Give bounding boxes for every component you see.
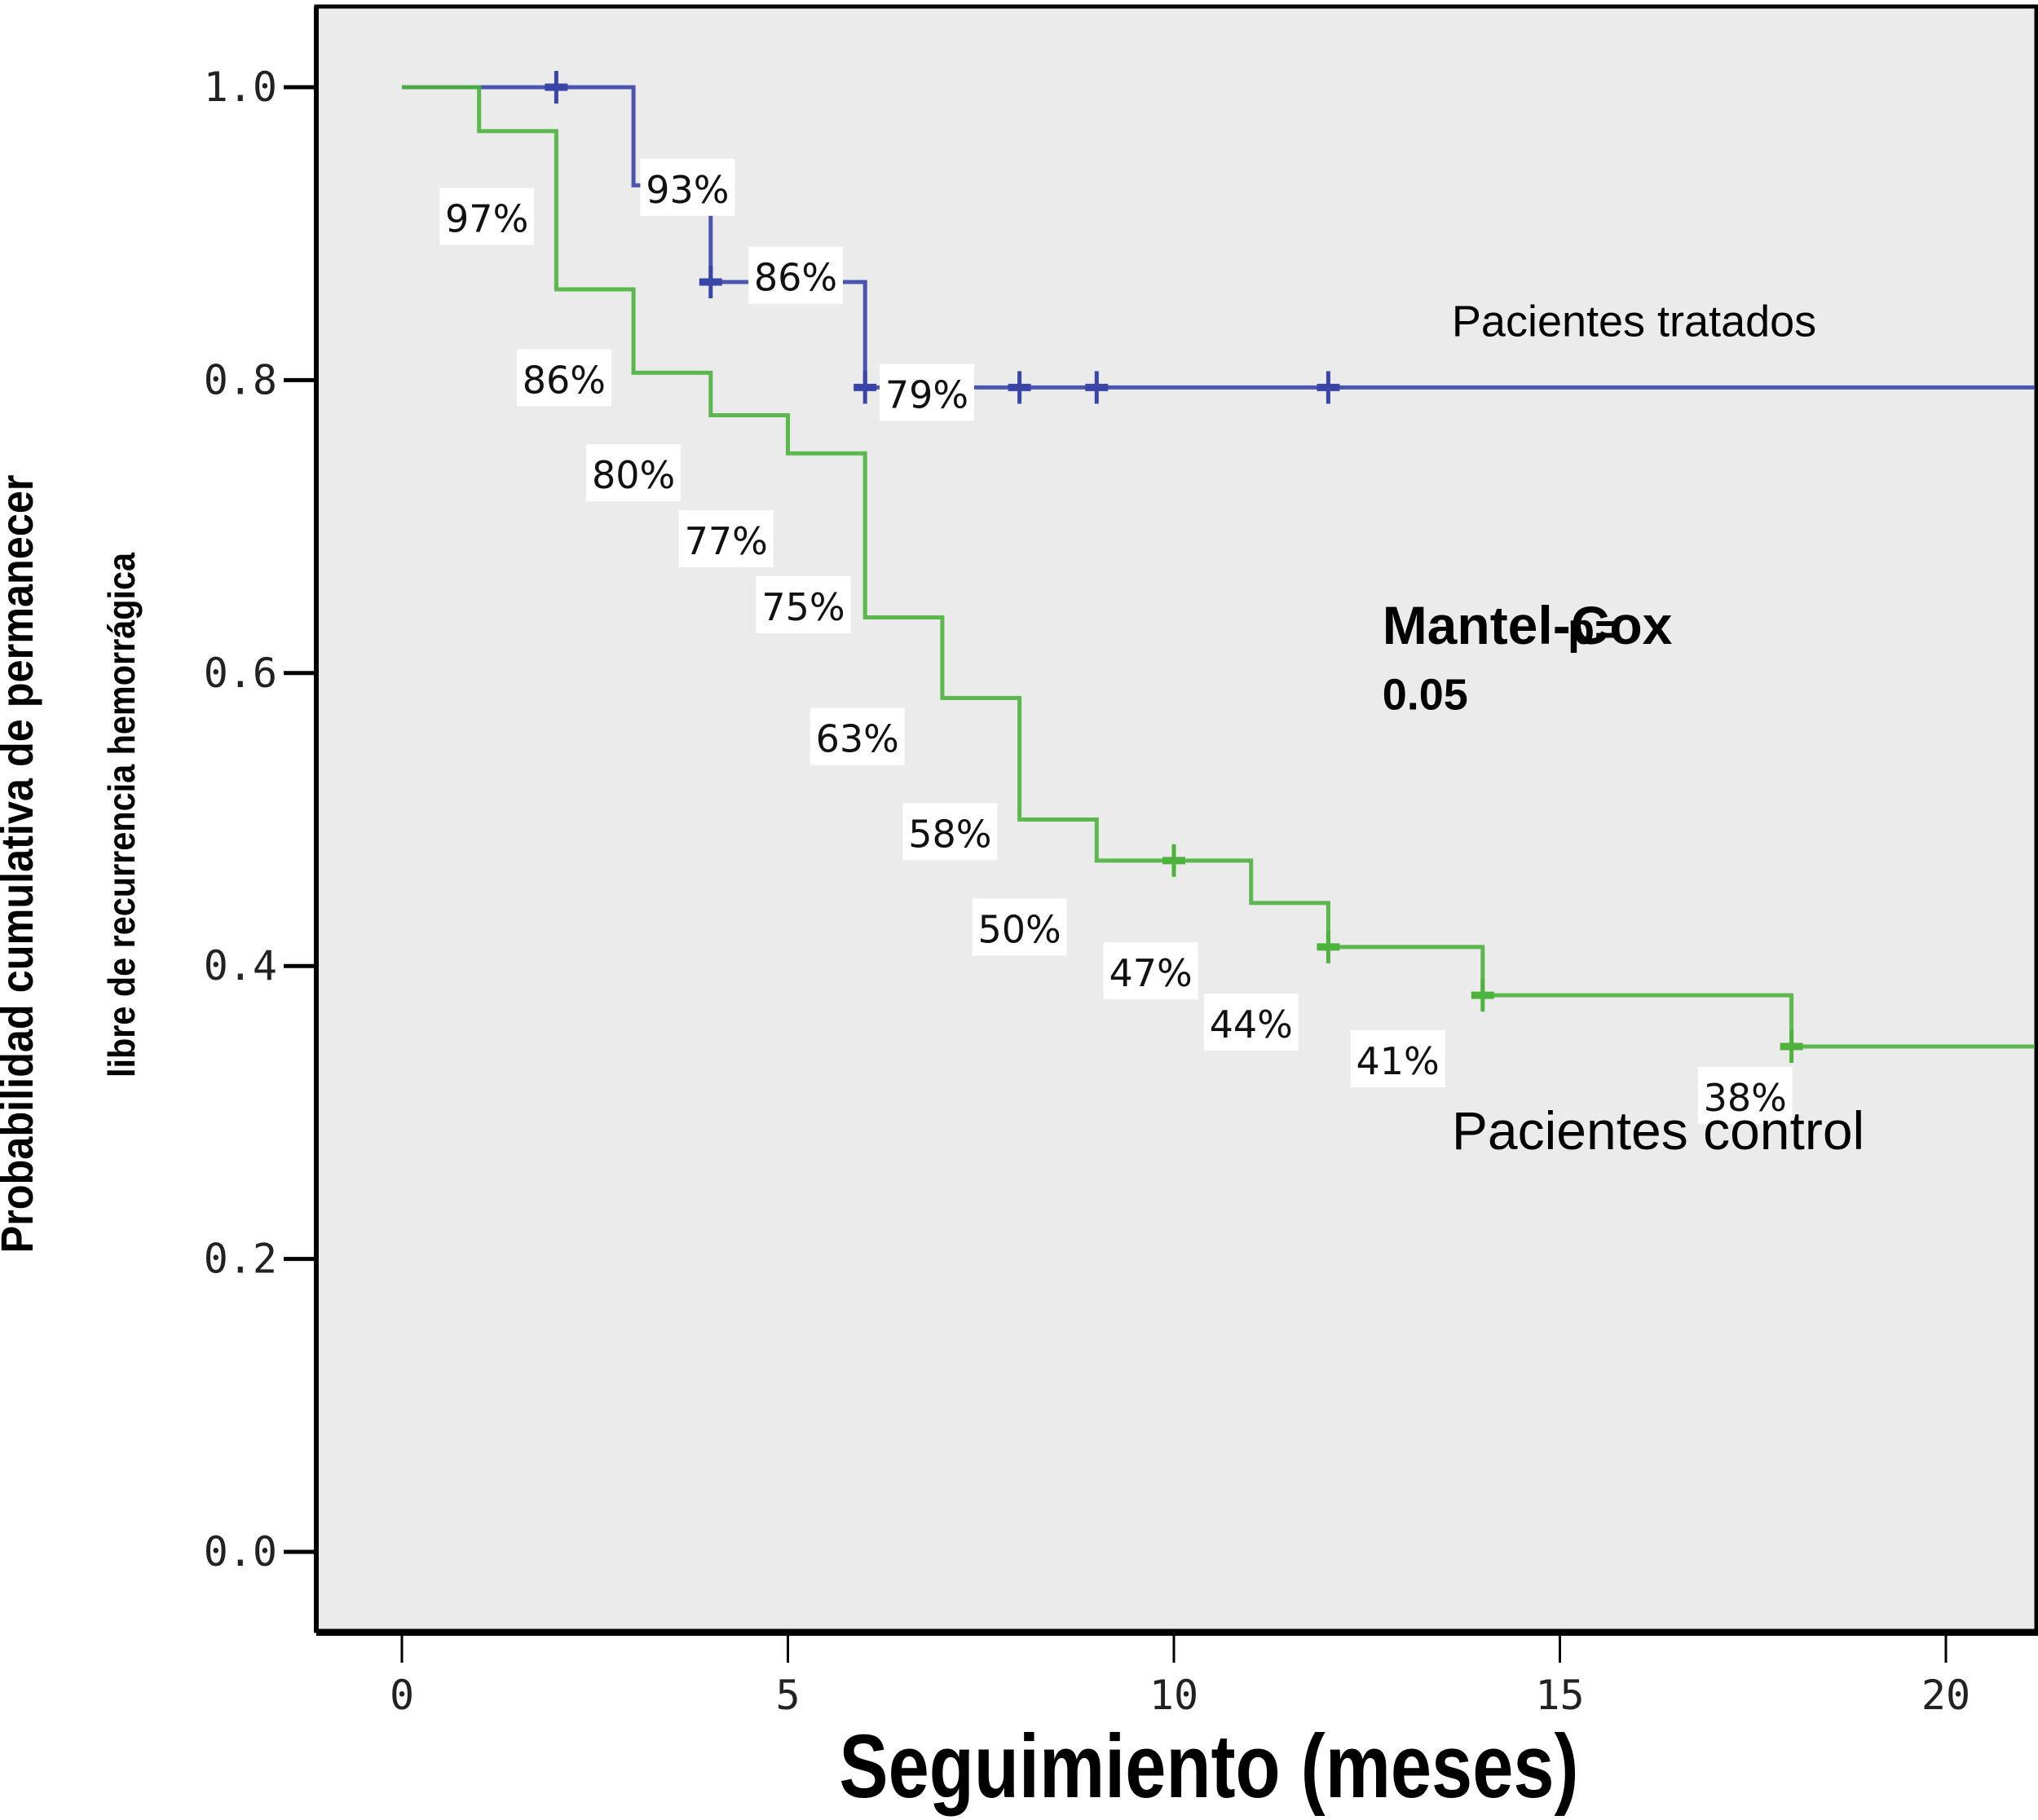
x-tick-label: 0	[390, 1672, 414, 1719]
plot-background	[314, 4, 2038, 1633]
percent-label: 80%	[592, 453, 675, 497]
percent-label: 41%	[1356, 1039, 1440, 1083]
percent-label-box	[748, 246, 843, 304]
x-tick-label: 10	[1149, 1672, 1198, 1719]
y-axis-ticks: 0.0 0.2 0.4 0.6 0.8 1.0	[204, 64, 316, 1575]
percent-label: 86%	[523, 358, 606, 402]
annotation-control: Pacientes control	[1452, 1100, 1864, 1161]
x-axis-ticks: 0 5 10 15 20	[390, 1633, 1970, 1719]
annotation-mantel-p: p=	[1568, 605, 1621, 654]
percent-label-box	[439, 187, 535, 245]
series-layer	[402, 71, 2035, 1064]
percent-label: 75%	[761, 585, 845, 629]
x-tick-label: 5	[775, 1672, 800, 1719]
y-tick-label: 0.8	[204, 356, 277, 403]
percent-label-box	[1697, 1066, 1793, 1124]
y-tick-label: 1.0	[204, 64, 277, 111]
percent-label-box	[879, 364, 974, 421]
point-labels-layer: 93% 86% 79% 97% 86% 80%77% 75% 63% 58% 50% 47% 44% 4…	[439, 158, 1793, 1124]
percent-label-box	[1203, 994, 1299, 1051]
percent-label: 38%	[1704, 1076, 1787, 1120]
percent-label: 63%	[816, 717, 899, 761]
percent-label: 50%	[977, 907, 1061, 951]
series-control	[402, 85, 2035, 1064]
percent-label: 77%	[685, 519, 768, 563]
percent-label: 93%	[646, 168, 729, 212]
percent-label-box	[516, 349, 611, 407]
percent-label: 97%	[445, 197, 528, 241]
percent-label-box	[678, 510, 774, 568]
percent-label: 79%	[885, 372, 968, 416]
y-axis-title-line2: libre de recurrencia hemorrágica	[101, 552, 143, 1077]
y-tick-label: 0.4	[204, 942, 277, 989]
percent-label-box	[756, 575, 851, 633]
x-tick-label: 15	[1535, 1672, 1584, 1719]
percent-label: 58%	[908, 812, 991, 856]
annotations-layer: Pacientes tratados Pacientes control Mante…	[1383, 297, 1865, 1160]
x-axis-title: Seguimiento (meses)	[839, 1717, 1578, 1817]
series-treated	[402, 71, 2035, 404]
percent-label: 47%	[1109, 951, 1192, 995]
annotation-treated: Pacientes tratados	[1452, 297, 1816, 346]
y-tick-label: 0.2	[204, 1236, 277, 1283]
percent-label-box	[586, 444, 682, 502]
survival-step-line	[402, 85, 2035, 390]
percent-label-box	[640, 158, 735, 216]
percent-label-box	[972, 898, 1067, 956]
percent-label: 86%	[754, 256, 837, 300]
percent-label: 44%	[1210, 1003, 1293, 1047]
x-tick-label: 20	[1921, 1672, 1970, 1719]
percent-label-box	[809, 707, 905, 765]
annotation-mantel1: Mantel-Cox	[1383, 595, 1673, 655]
y-axis-title-line1: Probabilidad cumulativa de permanecer	[0, 475, 43, 1254]
percent-label-box	[1103, 942, 1198, 1000]
survival-step-line	[402, 85, 2035, 1049]
percent-label-box	[1350, 1030, 1445, 1088]
y-tick-label: 0.0	[204, 1528, 277, 1575]
annotation-mantel2: 0.05	[1383, 671, 1468, 720]
y-tick-label: 0.6	[204, 650, 277, 697]
percent-label-box	[902, 803, 998, 861]
